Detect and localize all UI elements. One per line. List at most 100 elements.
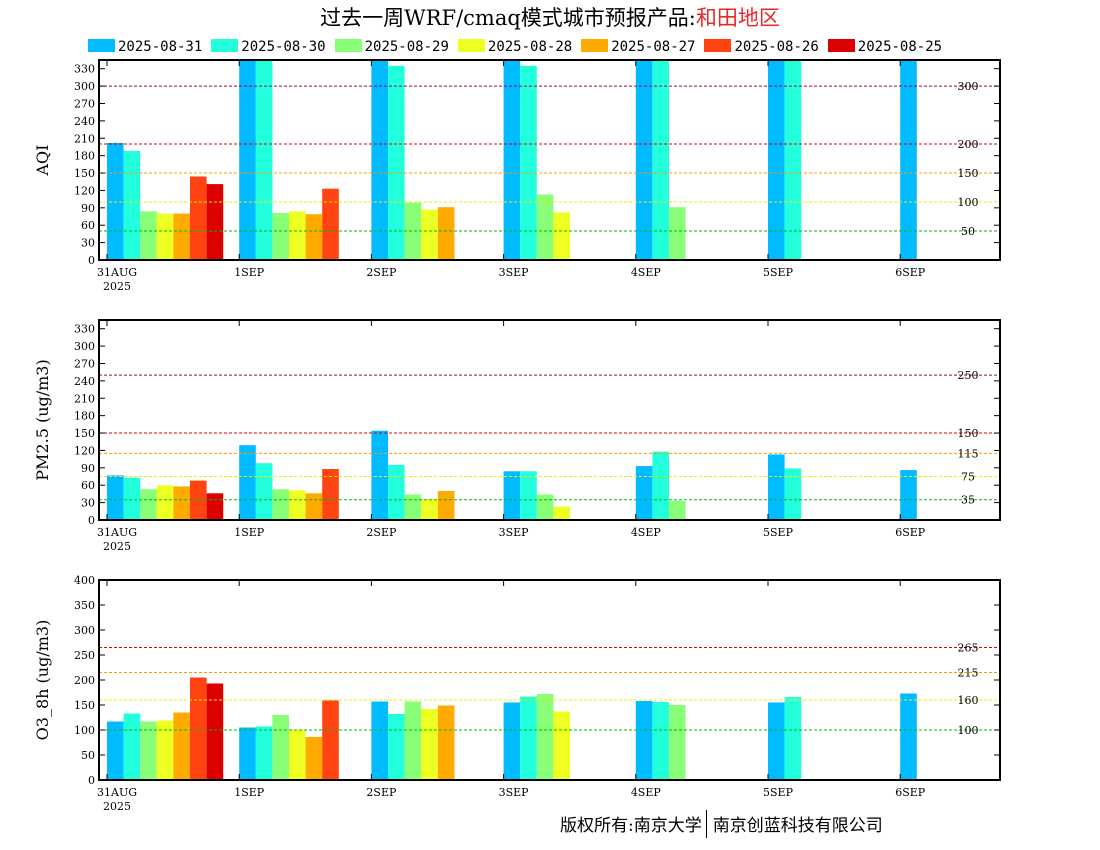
x-tick-label: 3SEP — [499, 266, 530, 279]
x-tick-label: 3SEP — [499, 786, 530, 799]
plot-frame — [98, 319, 1001, 521]
reference-line-label: 200 — [958, 138, 979, 151]
legend-label: 2025-08-30 — [241, 38, 326, 55]
x-tick-sublabel: 2025 — [103, 540, 131, 553]
bar — [173, 486, 190, 520]
y-tick-label: 270 — [74, 97, 95, 110]
bar — [140, 489, 157, 520]
bar — [635, 60, 653, 260]
copyright-footer: 版权所有:南京大学 南京创蓝科技有限公司 — [560, 810, 883, 838]
x-tick-label: 2SEP — [366, 526, 397, 539]
y-tick-label: 150 — [74, 167, 95, 180]
bar — [768, 702, 785, 780]
bar — [900, 60, 917, 260]
y-tick-label: 30 — [81, 497, 95, 510]
legend-item: 2025-08-26 — [704, 38, 819, 55]
bar — [520, 696, 537, 780]
bar — [553, 506, 570, 520]
bar — [536, 194, 554, 260]
y-tick-label: 240 — [74, 115, 95, 128]
bar — [421, 499, 438, 520]
y-tick-label: 60 — [81, 479, 95, 492]
bar — [156, 485, 174, 520]
bar — [140, 721, 157, 780]
x-tick-label: 6SEP — [895, 786, 926, 799]
x-tick-label: 31AUG — [97, 526, 137, 539]
y-tick-label: 150 — [74, 699, 95, 712]
y-tick-label: 330 — [74, 323, 95, 336]
reference-line-label: 300 — [958, 80, 979, 93]
bar — [553, 212, 570, 260]
bar — [371, 701, 388, 780]
x-tick-label: 1SEP — [234, 266, 265, 279]
y-tick-label: 30 — [81, 237, 95, 250]
legend-item: 2025-08-29 — [334, 38, 449, 55]
y-tick-label: 120 — [74, 444, 95, 457]
y-tick-label: 250 — [74, 649, 95, 662]
bar — [784, 60, 802, 260]
bar — [553, 711, 570, 780]
legend-label: 2025-08-27 — [611, 38, 696, 55]
x-tick-sublabel: 2025 — [103, 800, 131, 813]
bar — [190, 677, 207, 780]
bar — [255, 726, 273, 780]
chart-panel-3: 100 160 215 265 0 50 100 150 200 250 300 350 400 31AU… — [33, 574, 1001, 813]
y-tick-label: 90 — [81, 462, 95, 475]
bar — [388, 464, 405, 520]
legend-label: 2025-08-25 — [857, 38, 943, 55]
bar — [404, 202, 422, 260]
chart-title-main: 过去一周WRF/cmaq模式城市预报产品: — [320, 6, 696, 30]
bar — [635, 466, 653, 520]
y-tick-label: 210 — [74, 132, 95, 145]
y-tick-label: 150 — [74, 427, 95, 440]
bar — [652, 702, 669, 780]
x-tick-label: 1SEP — [234, 786, 265, 799]
reference-line-label: 115 — [958, 447, 979, 460]
x-tick-label: 5SEP — [763, 786, 794, 799]
legend-item: 2025-08-28 — [457, 38, 572, 55]
reference-line-label: 100 — [958, 724, 979, 737]
bar — [305, 493, 323, 520]
y-axis-label: PM2.5 (ug/m3) — [33, 359, 52, 480]
bar — [371, 430, 388, 520]
reference-line-label: 265 — [958, 642, 979, 655]
y-tick-label: 200 — [74, 674, 95, 687]
bar — [900, 470, 917, 520]
reference-line-label: 50 — [961, 225, 975, 238]
bar — [239, 445, 256, 520]
legend-label: 2025-08-29 — [364, 38, 449, 55]
bar — [173, 213, 190, 260]
y-tick-label: 90 — [81, 202, 95, 215]
chart-panel-2: 35 75 115 150 250 0 30 60 90 120 150 180 210 240 270 30… — [33, 319, 1001, 553]
bar — [322, 188, 339, 260]
y-tick-label: 120 — [74, 184, 95, 197]
bar — [305, 737, 323, 780]
x-tick-label: 2SEP — [366, 786, 397, 799]
bar — [305, 214, 323, 260]
bar — [173, 712, 190, 780]
bar — [536, 694, 554, 780]
bar — [669, 207, 686, 260]
bar — [107, 475, 124, 520]
legend-swatch — [334, 38, 362, 52]
copyright-left: 版权所有:南京大学 — [560, 816, 702, 836]
bar — [123, 713, 141, 780]
reference-line-label: 150 — [958, 427, 979, 440]
bar — [669, 705, 686, 780]
bar — [404, 701, 422, 780]
bar — [289, 490, 306, 520]
bar — [255, 463, 273, 520]
y-axis-label: O3_8h (ug/m3) — [33, 620, 52, 741]
bar — [520, 471, 537, 520]
bar — [768, 454, 785, 520]
legend-swatch — [827, 38, 855, 52]
legend-swatch — [581, 38, 609, 52]
chart-title-region: 和田地区 — [695, 6, 780, 30]
bar — [388, 65, 405, 260]
x-tick-label: 4SEP — [631, 786, 662, 799]
reference-line-label: 100 — [958, 196, 979, 209]
legend-label: 2025-08-31 — [118, 38, 203, 55]
reference-line-label: 160 — [958, 694, 979, 707]
bar — [437, 207, 455, 260]
